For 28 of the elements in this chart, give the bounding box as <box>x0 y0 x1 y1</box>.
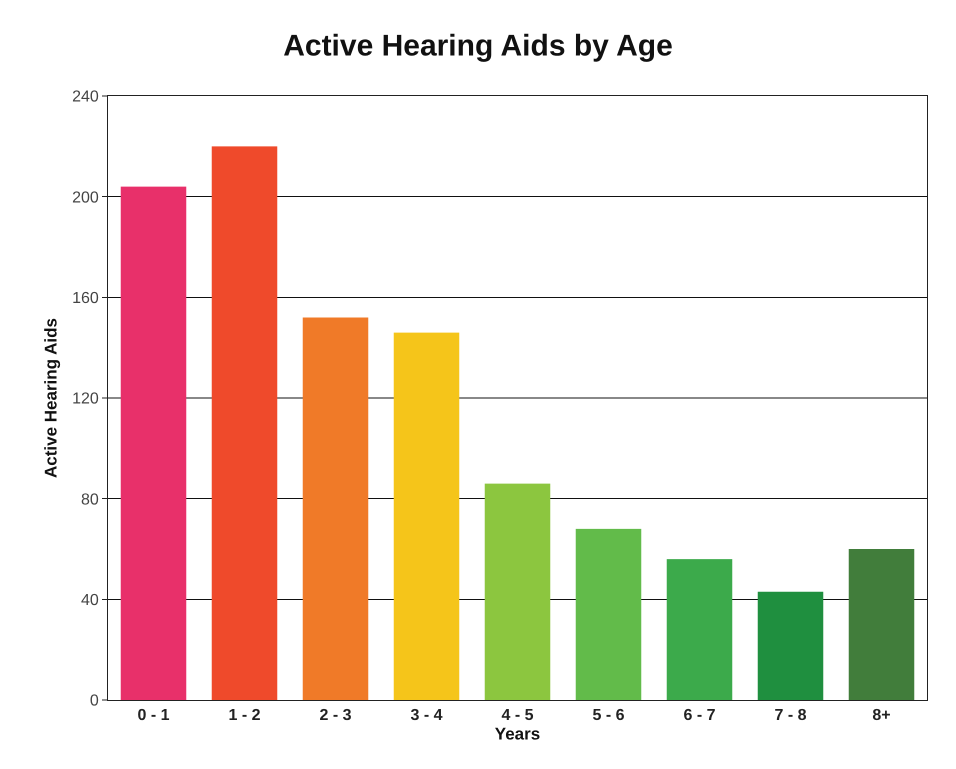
x-tick-label: 8+ <box>872 707 891 724</box>
x-tick-label: 6 - 7 <box>683 707 716 724</box>
x-tick-label: 7 - 8 <box>774 707 807 724</box>
x-tick-label: 2 - 3 <box>319 707 352 724</box>
x-tick-label: 4 - 5 <box>501 707 534 724</box>
x-tick-label: 5 - 6 <box>592 707 625 724</box>
bar <box>576 528 642 700</box>
bar <box>484 484 550 700</box>
bar <box>120 186 186 700</box>
x-axis-title: Years <box>494 724 540 744</box>
x-tick-label: 0 - 1 <box>137 707 170 724</box>
bar <box>394 332 460 700</box>
y-tick-label: 120 <box>72 390 99 408</box>
y-tick-label: 40 <box>81 592 99 609</box>
y-tick-label: 200 <box>72 189 99 206</box>
bar <box>758 592 824 700</box>
y-tick-label: 160 <box>72 290 99 307</box>
chart-title: Active Hearing Aids by Age <box>283 30 673 63</box>
bar <box>666 559 732 700</box>
y-tick-label: 240 <box>72 88 99 106</box>
bar <box>302 317 368 700</box>
bar <box>848 549 914 700</box>
x-tick-label: 1 - 2 <box>228 707 261 724</box>
bar <box>212 146 278 700</box>
y-tick-label: 0 <box>90 692 99 710</box>
y-tick-label: 80 <box>81 491 99 508</box>
x-tick-label: 3 - 4 <box>410 707 443 724</box>
y-axis-title: Active Hearing Aids <box>42 318 61 478</box>
